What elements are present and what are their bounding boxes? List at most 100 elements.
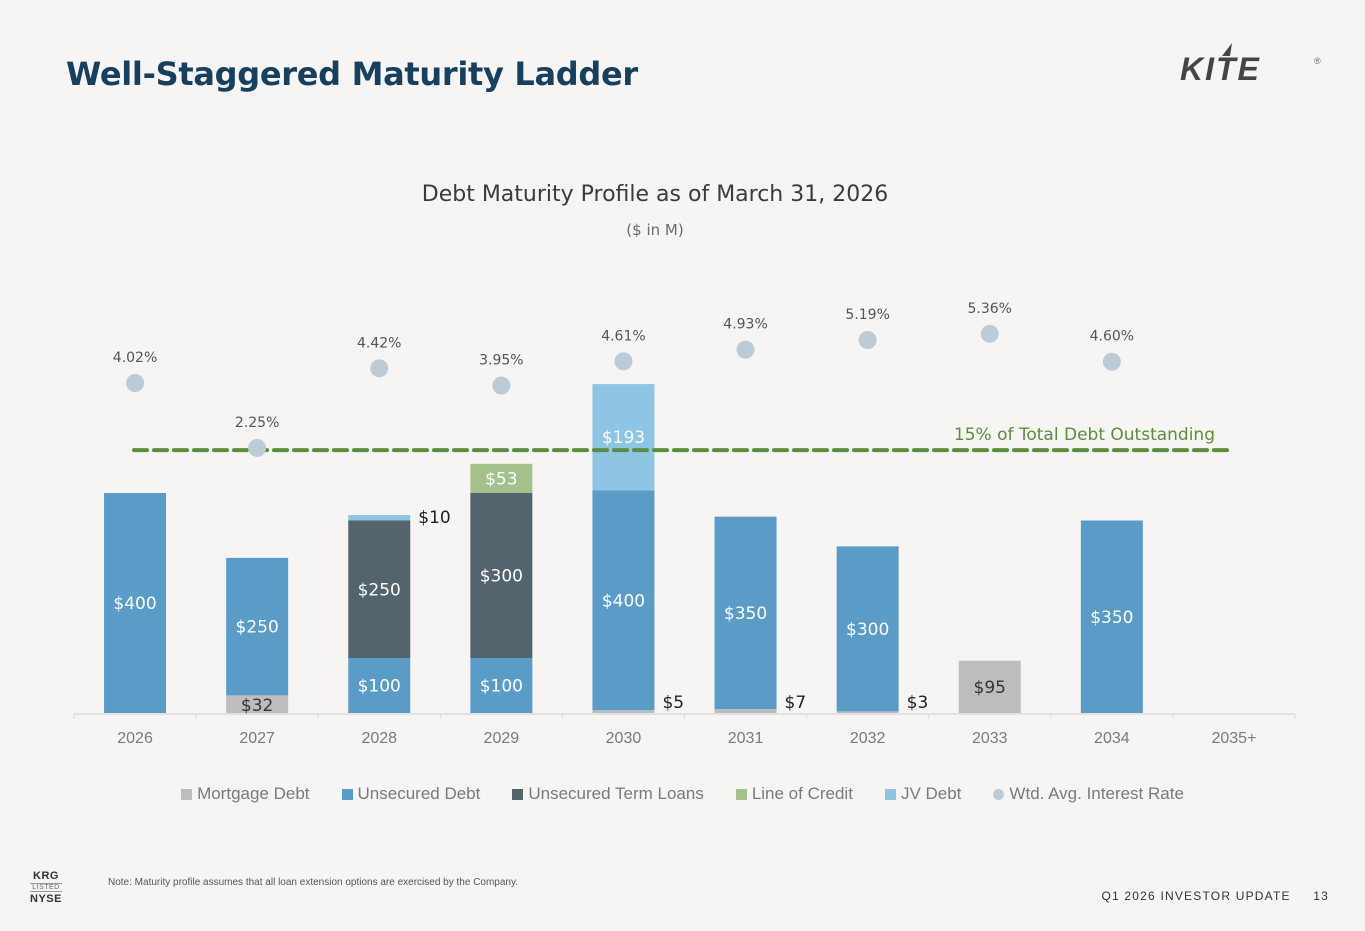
bar-value-label: $5: [662, 693, 684, 713]
interest-rate-dot: [858, 331, 877, 350]
footer-deck-info: Q1 2026 INVESTOR UPDATE 13: [1101, 889, 1329, 903]
bar-unsecured: [836, 546, 899, 712]
legend-label: Unsecured Debt: [357, 784, 481, 803]
bar-line-of-credit: [470, 463, 533, 493]
legend-item: Wtd. Avg. Interest Rate: [993, 784, 1184, 804]
bar-term-loans: [470, 493, 533, 658]
interest-rate-dot: [736, 340, 755, 359]
interest-rate-label: 4.02%: [113, 350, 157, 366]
legend-item: Unsecured Term Loans: [512, 784, 704, 804]
bar-mortgage: [714, 709, 777, 713]
interest-rate-label: 4.42%: [357, 335, 401, 351]
interest-rate-label: 4.60%: [1090, 329, 1134, 345]
legend-label: Mortgage Debt: [197, 784, 310, 803]
kite-logo: KITE ®: [1180, 43, 1321, 87]
interest-rate-dot: [1102, 352, 1121, 371]
interest-rate-label: 5.19%: [845, 307, 889, 323]
bar-unsecured: [226, 557, 289, 696]
reference-line-label: 15% of Total Debt Outstanding: [954, 425, 1215, 445]
interest-rate-dot: [980, 324, 999, 343]
x-tick-label: 2030: [606, 730, 642, 747]
x-tick-label: 2029: [484, 730, 520, 747]
bar-value-label: $350: [724, 604, 767, 624]
x-tick-label: 2027: [239, 730, 275, 747]
logo-peak-icon: [1222, 43, 1232, 56]
legend-item: JV Debt: [884, 784, 962, 804]
bar-value-label: $250: [236, 618, 279, 638]
legend-item: Line of Credit: [735, 784, 853, 804]
bar-unsecured: [470, 658, 533, 713]
legend-swatch-icon: [341, 788, 353, 800]
legend-label: JV Debt: [900, 784, 962, 803]
ticker-symbol: KRG: [33, 870, 59, 882]
legend-swatch-icon: [735, 788, 747, 800]
x-tick-label: 2034: [1094, 730, 1130, 747]
footnote: Note: Maturity profile assumes that all …: [108, 877, 519, 888]
bar-value-label: $53: [485, 469, 517, 489]
nyse-listing-badge: KRG LISTED NYSE: [30, 870, 62, 905]
bar-unsecured: [592, 490, 655, 711]
deck-title: Q1 2026 INVESTOR UPDATE: [1101, 889, 1291, 903]
bar-value-label: $300: [480, 567, 523, 587]
bar-value-label: $100: [480, 677, 523, 697]
bar-unsecured: [348, 658, 411, 713]
interest-rate-label: 5.36%: [968, 301, 1012, 317]
interest-rate-label: 4.93%: [723, 317, 767, 333]
bar-mortgage: [592, 710, 655, 713]
page-title: Well-Staggered Maturity Ladder: [66, 55, 638, 93]
interest-rate-dot: [370, 359, 389, 378]
legend-swatch-icon: [512, 788, 524, 800]
interest-rate-dot: [492, 376, 511, 395]
bar-value-label: $400: [113, 594, 156, 614]
bar-value-label: $100: [358, 677, 401, 697]
interest-rate-dot: [248, 438, 267, 457]
interest-rate-label: 3.95%: [479, 353, 523, 369]
bar-value-label: $10: [418, 508, 450, 528]
listed-label: LISTED: [30, 883, 62, 892]
legend-swatch-icon: [884, 788, 896, 800]
x-tick-label: 2028: [361, 730, 397, 747]
bar-value-label: $400: [602, 591, 645, 611]
bar-mortgage: [226, 695, 289, 713]
logo-text: KITE: [1180, 51, 1261, 87]
interest-rate-dot: [614, 352, 633, 371]
bar-jv-debt: [348, 515, 411, 521]
page-number: 13: [1313, 889, 1329, 903]
legend-swatch-icon: [181, 788, 193, 800]
legend-label: Wtd. Avg. Interest Rate: [1009, 784, 1184, 803]
bar-value-label: $3: [907, 693, 929, 713]
bar-value-label: $193: [602, 428, 645, 448]
interest-rate-dot: [126, 374, 145, 392]
interest-rate-label: 2.25%: [235, 415, 279, 431]
bar-value-label: $350: [1090, 608, 1133, 628]
x-tick-label: 2033: [972, 730, 1008, 747]
chart-legend: Mortgage Debt Unsecured Debt Unsecured Ter…: [0, 784, 1365, 804]
legend-label: Line of Credit: [751, 784, 853, 803]
legend-dot-icon: [993, 788, 1005, 800]
chart-title: Debt Maturity Profile as of March 31, 20…: [421, 182, 889, 207]
chart-subtitle: ($ in M): [626, 221, 684, 239]
logo-registered-mark: ®: [1314, 56, 1321, 66]
legend-label: Unsecured Term Loans: [528, 784, 704, 803]
x-tick-label: 2032: [850, 730, 886, 747]
exchange-name: NYSE: [30, 893, 62, 905]
legend-item: Mortgage Debt: [181, 784, 310, 804]
interest-rate-label: 4.61%: [601, 328, 645, 344]
bar-value-label: $250: [358, 580, 401, 600]
bar-mortgage: [958, 660, 1021, 713]
bar-unsecured: [104, 493, 167, 713]
bar-value-label: $95: [974, 678, 1006, 698]
bar-value-label: $32: [241, 696, 273, 716]
legend-item: Unsecured Debt: [341, 784, 481, 804]
x-tick-label: 2031: [728, 730, 764, 747]
bar-value-label: $7: [785, 693, 807, 713]
x-tick-label: 2035+: [1211, 730, 1256, 747]
x-tick-label: 2026: [117, 730, 153, 747]
bar-mortgage: [836, 711, 899, 713]
bar-unsecured: [1080, 520, 1143, 713]
bar-term-loans: [348, 520, 411, 658]
bar-jv-debt: [592, 384, 655, 491]
bar-value-label: $300: [846, 620, 889, 640]
bar-unsecured: [714, 516, 777, 710]
